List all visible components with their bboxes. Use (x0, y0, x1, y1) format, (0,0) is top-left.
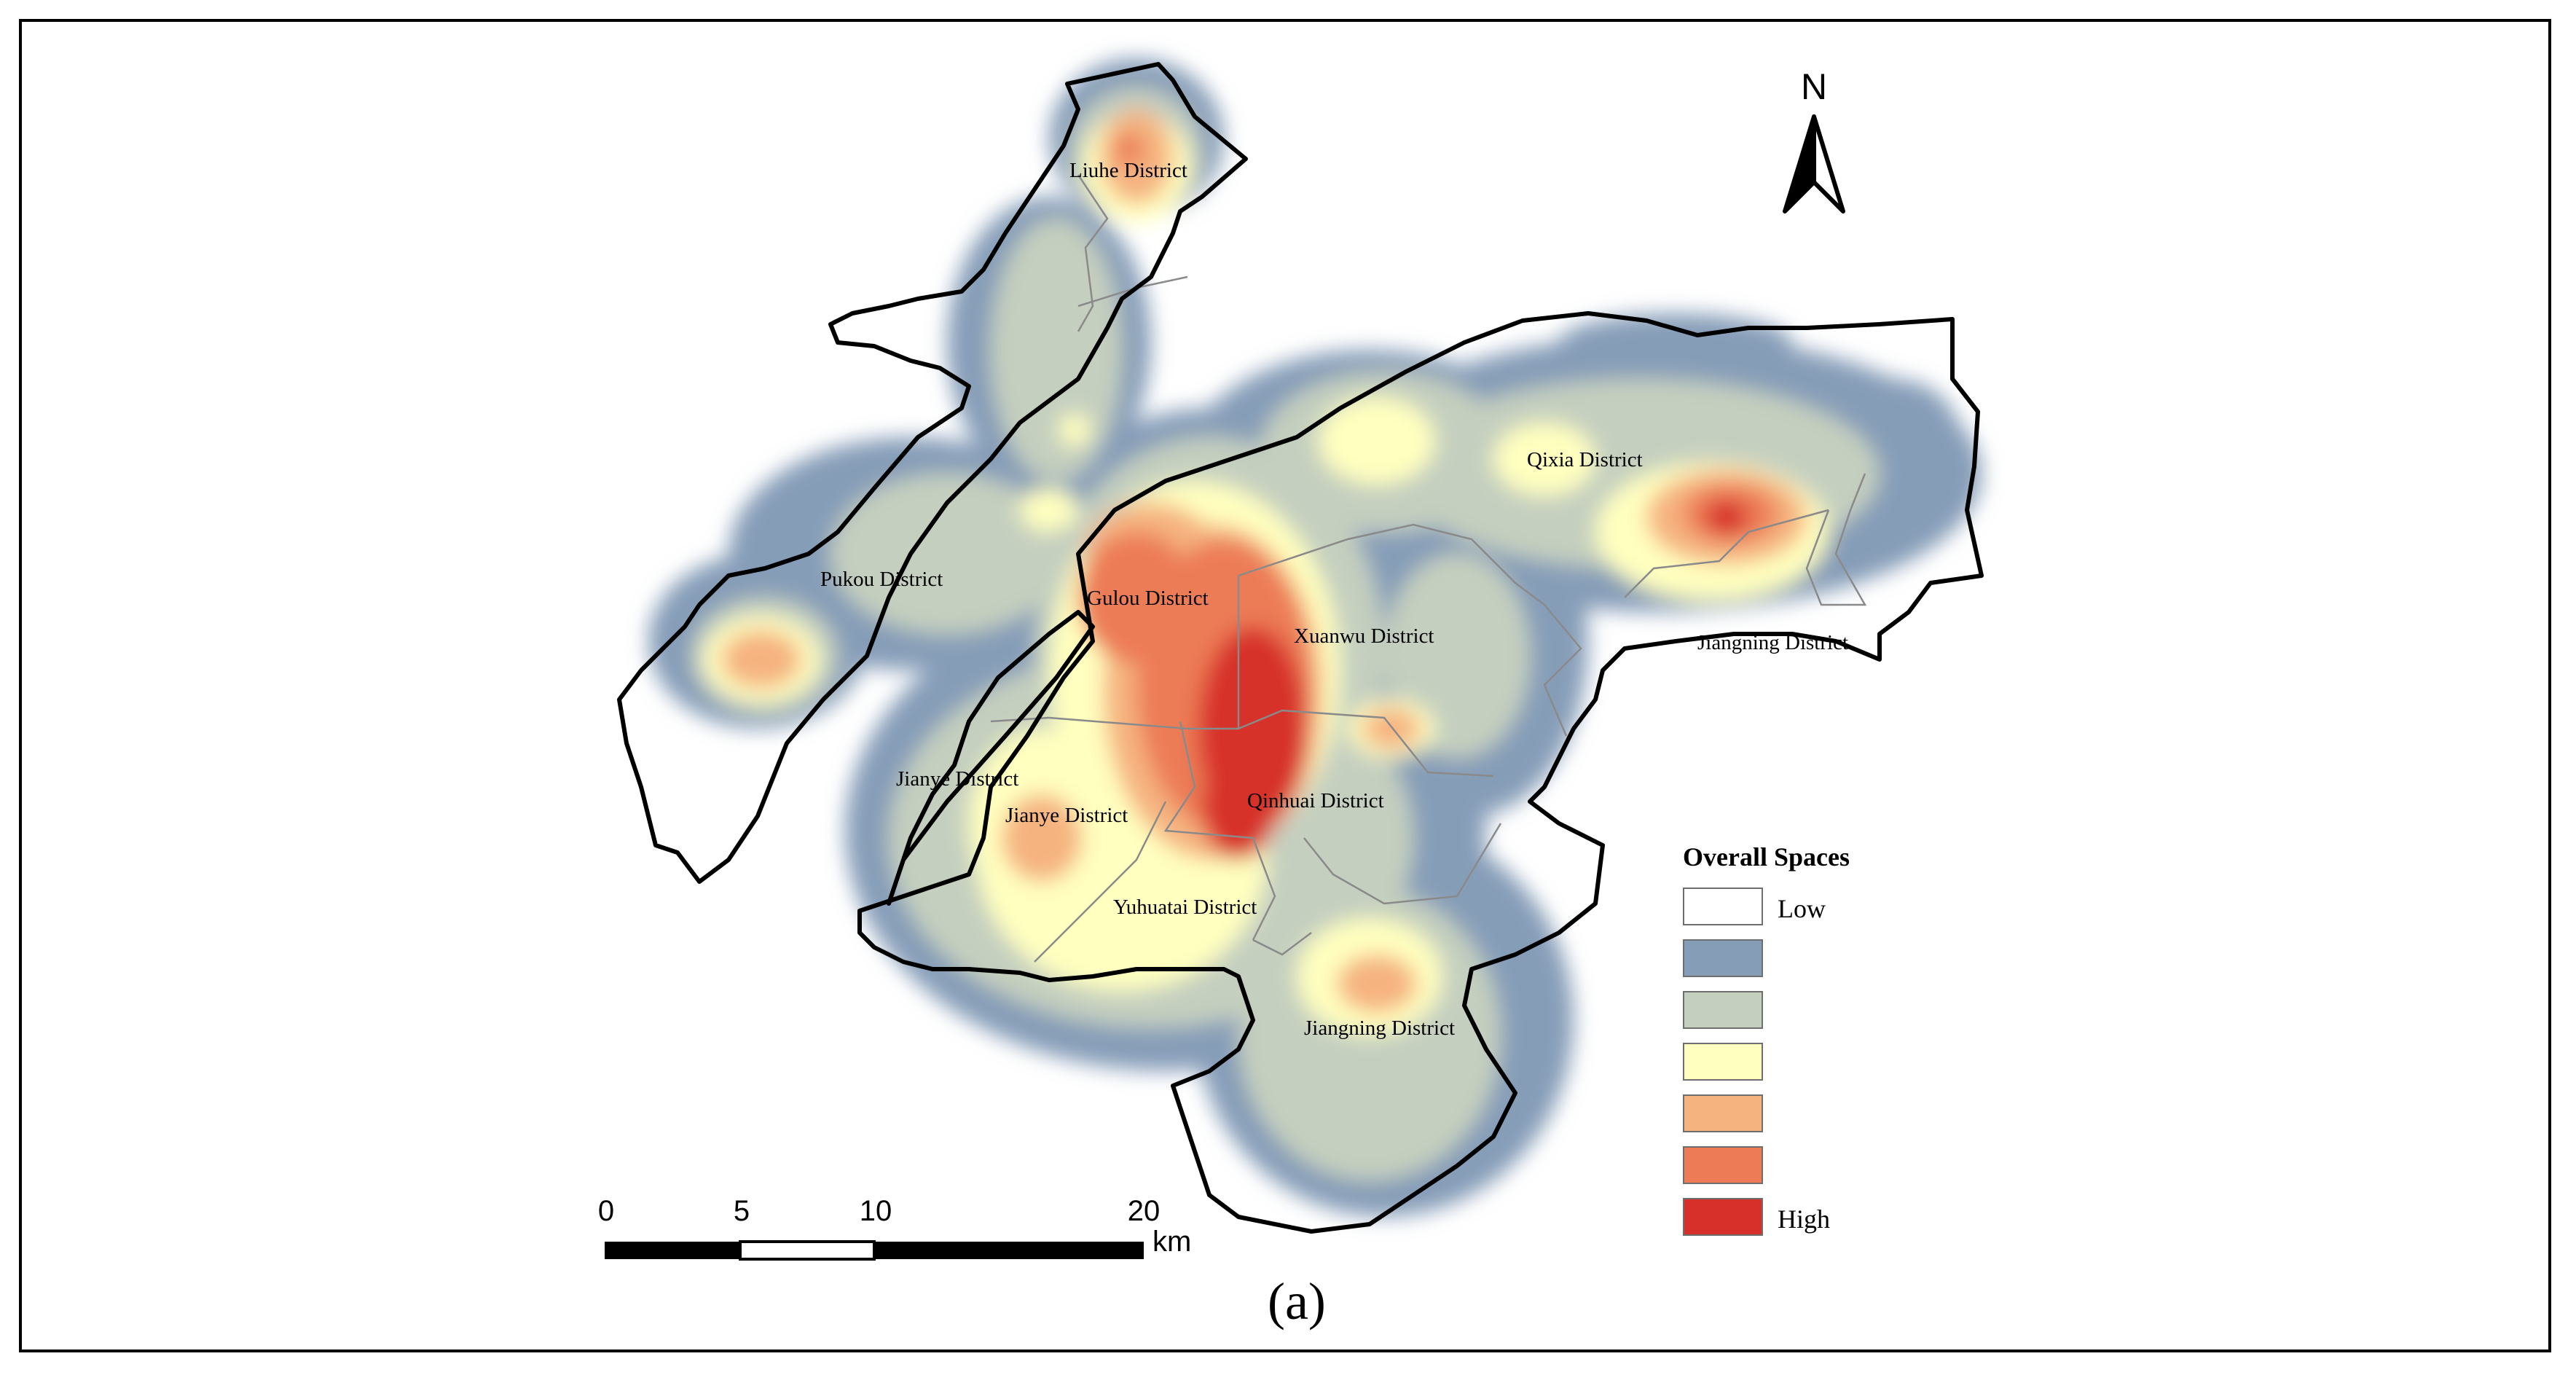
density-surface (648, 58, 1982, 1217)
scale-bar-graphic (605, 1240, 1144, 1261)
legend-swatch (1683, 888, 1763, 925)
scale-tick-label: 0 (597, 1195, 615, 1227)
label-jianye-1: Jianye District (896, 767, 1018, 791)
legend-title: Overall Spaces (1683, 842, 1850, 871)
legend-item (1683, 1146, 1945, 1187)
legend-item (1683, 1043, 1945, 1084)
district-labels: Liuhe District Pukou District Gulou Dist… (820, 159, 1848, 1040)
label-qinhuai: Qinhuai District (1247, 789, 1384, 812)
scale-unit: km (1152, 1226, 1192, 1258)
label-gulou: Gulou District (1087, 587, 1209, 610)
north-arrow-icon (1783, 114, 1845, 214)
legend-item (1683, 991, 1945, 1032)
label-pukou: Pukou District (820, 568, 943, 591)
district-boundaries (990, 174, 1867, 963)
legend-swatch (1683, 1043, 1763, 1081)
scale-tick-label: 10 (859, 1195, 892, 1227)
legend-item: High (1683, 1198, 1945, 1239)
study-area-boundary (617, 62, 1984, 1234)
legend: Overall Spaces Low High (1683, 842, 1945, 1250)
legend-item: Low (1683, 888, 1945, 928)
legend-swatch (1683, 1094, 1763, 1132)
figure-frame (19, 19, 2551, 1352)
label-xuanwu: Xuanwu District (1294, 624, 1434, 648)
panel-label: (a) (1268, 1272, 1326, 1331)
legend-swatch (1683, 939, 1763, 977)
scale-bar: 0 5 10 20 km (583, 1195, 1238, 1261)
north-letter: N (1800, 66, 1828, 107)
legend-swatch (1683, 1198, 1763, 1236)
legend-item (1683, 939, 1945, 980)
legend-swatch (1683, 1146, 1763, 1184)
scale-tick-label: 20 (1127, 1195, 1161, 1227)
scale-tick-label: 5 (733, 1195, 750, 1227)
label-liuhe: Liuhe District (1069, 159, 1187, 182)
legend-swatch (1683, 991, 1763, 1029)
north-arrow: N (1778, 66, 1865, 226)
label-jiangning-south: Jiangning District (1304, 1016, 1455, 1040)
label-yuhuatai: Yuhuatai District (1113, 896, 1257, 919)
label-jianye-2: Jianye District (1005, 804, 1128, 827)
label-jiangning-east: Jiangning District (1697, 631, 1848, 654)
legend-label: Low (1778, 894, 1826, 923)
legend-label: High (1778, 1204, 1830, 1234)
legend-item (1683, 1094, 1945, 1135)
label-qixia: Qixia District (1527, 448, 1643, 471)
